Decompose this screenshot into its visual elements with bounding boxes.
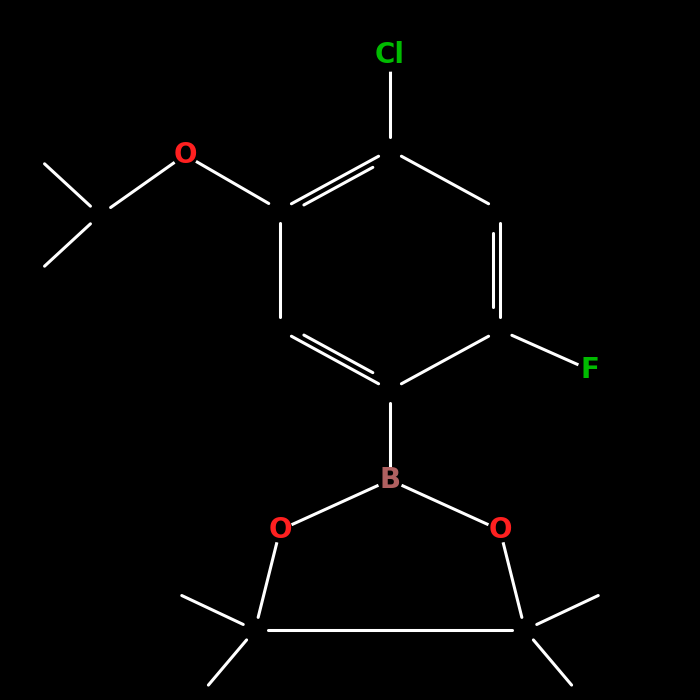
Circle shape [378,468,402,492]
Circle shape [488,518,512,542]
Circle shape [578,358,602,382]
Text: O: O [268,516,292,544]
Circle shape [173,143,197,167]
Circle shape [268,518,292,542]
Text: O: O [174,141,197,169]
Text: Cl: Cl [375,41,405,69]
Text: B: B [379,466,400,494]
Text: F: F [580,356,599,384]
Text: O: O [489,516,512,544]
Circle shape [374,39,406,71]
